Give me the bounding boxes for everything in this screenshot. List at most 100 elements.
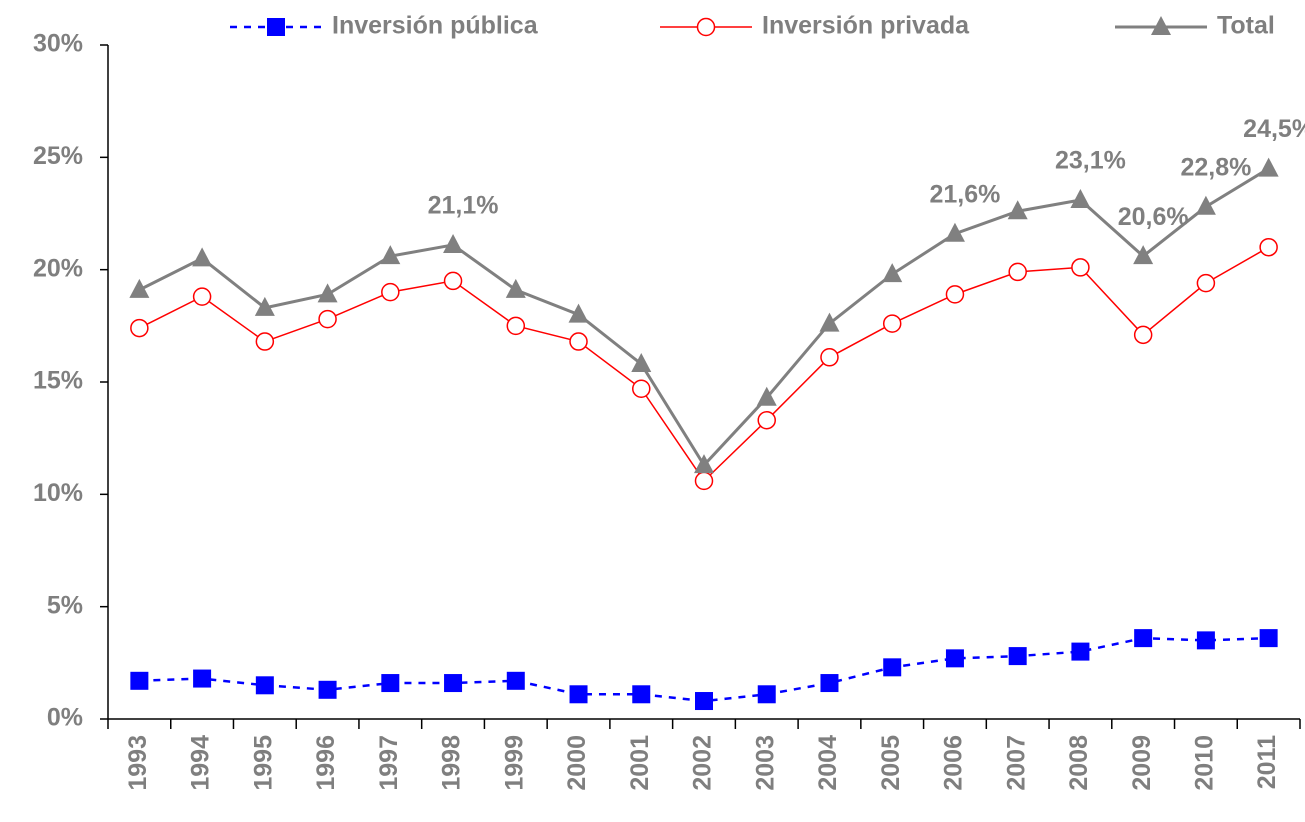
marker xyxy=(130,671,149,690)
marker xyxy=(192,247,213,267)
y-tick-label: 5% xyxy=(47,591,83,619)
marker xyxy=(255,332,275,351)
x-tick-label: 2010 xyxy=(1191,735,1219,791)
marker xyxy=(318,680,337,699)
x-tick-label: 2008 xyxy=(1065,735,1093,791)
marker xyxy=(318,309,337,329)
x-tick-label: 2003 xyxy=(751,735,779,791)
marker xyxy=(443,233,464,253)
marker xyxy=(1151,16,1171,35)
legend-item: Inversión pública xyxy=(230,12,539,40)
x-tick-label: 1997 xyxy=(375,735,403,791)
y-tick-label: 0% xyxy=(47,704,83,732)
marker xyxy=(317,283,338,303)
marker xyxy=(1195,195,1216,215)
marker xyxy=(694,454,714,474)
marker xyxy=(944,222,965,242)
x-tick-label: 2005 xyxy=(877,735,905,791)
marker xyxy=(506,671,525,690)
series-line xyxy=(139,636,1269,703)
x-tick-label: 2001 xyxy=(626,735,654,791)
y-tick-label: 10% xyxy=(33,479,83,507)
marker xyxy=(1071,642,1090,661)
x-tick-label: 2011 xyxy=(1253,735,1281,789)
x-tick-label: 1999 xyxy=(500,735,528,791)
marker xyxy=(192,287,212,306)
marker xyxy=(255,676,274,695)
marker xyxy=(1196,631,1215,650)
data-label: 21,6% xyxy=(930,180,1001,208)
data-label: 22,8% xyxy=(1180,153,1251,181)
marker xyxy=(757,410,776,430)
marker xyxy=(1259,629,1278,648)
x-tick-label: 2009 xyxy=(1128,735,1156,791)
marker xyxy=(505,278,526,298)
marker xyxy=(694,471,714,491)
x-tick-label: 1996 xyxy=(312,735,340,791)
marker xyxy=(1007,200,1028,220)
x-tick-label: 1994 xyxy=(187,735,215,791)
marker xyxy=(696,17,716,37)
y-tick-label: 15% xyxy=(33,367,83,395)
data-label: 20,6% xyxy=(1118,203,1189,231)
series-line xyxy=(138,167,1270,468)
data-label: 23,1% xyxy=(1055,147,1126,175)
marker xyxy=(254,296,275,316)
legend-item: Total xyxy=(1115,12,1275,40)
marker xyxy=(1008,647,1027,666)
data-label: 24,5% xyxy=(1243,115,1305,143)
x-tick-label: 2004 xyxy=(814,735,842,791)
marker xyxy=(882,263,903,283)
marker xyxy=(945,285,965,304)
y-tick-label: 30% xyxy=(33,30,83,58)
marker xyxy=(568,303,589,323)
marker xyxy=(945,649,964,668)
marker xyxy=(631,353,652,373)
marker xyxy=(444,674,463,693)
y-tick-label: 25% xyxy=(33,142,83,170)
marker xyxy=(1133,245,1154,265)
x-tick-label: 1995 xyxy=(249,735,277,791)
marker xyxy=(1008,262,1027,282)
marker xyxy=(632,685,651,704)
marker xyxy=(129,278,150,298)
marker xyxy=(569,332,588,351)
marker xyxy=(193,669,212,688)
marker xyxy=(506,316,526,336)
legend-item: Inversión privada xyxy=(660,12,970,40)
legend-label: Total xyxy=(1217,12,1275,40)
legend-label: Inversión privada xyxy=(762,12,970,40)
marker xyxy=(756,386,777,406)
x-tick-label: 2002 xyxy=(689,735,717,791)
marker xyxy=(820,674,839,693)
x-tick-label: 2006 xyxy=(940,735,968,791)
data-label: 21,1% xyxy=(428,192,499,220)
x-tick-label: 2000 xyxy=(563,735,591,791)
marker xyxy=(1196,273,1216,293)
marker xyxy=(569,685,588,704)
y-tick-label: 20% xyxy=(33,254,83,282)
marker xyxy=(443,271,463,291)
x-tick-label: 2007 xyxy=(1002,735,1030,791)
marker xyxy=(381,282,400,302)
marker xyxy=(1133,325,1153,345)
marker xyxy=(1259,237,1278,257)
marker xyxy=(757,685,776,704)
x-tick-label: 1998 xyxy=(438,735,466,791)
marker xyxy=(695,692,713,711)
marker xyxy=(820,348,839,367)
legend-label: Inversión pública xyxy=(332,12,539,40)
marker xyxy=(380,245,401,265)
marker xyxy=(1258,157,1279,177)
x-tick-label: 1993 xyxy=(124,735,152,791)
marker xyxy=(1070,189,1091,209)
series-line xyxy=(139,246,1270,483)
marker xyxy=(819,312,840,332)
marker xyxy=(882,314,902,333)
marker xyxy=(1134,629,1153,648)
marker xyxy=(130,318,149,338)
marker xyxy=(381,674,400,693)
marker xyxy=(632,379,651,398)
marker xyxy=(1071,258,1090,277)
